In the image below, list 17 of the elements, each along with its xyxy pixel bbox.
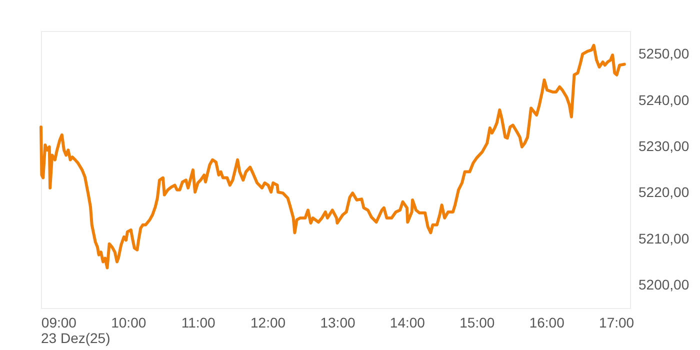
x-tick-label: 13:00 (320, 314, 356, 330)
x-tick-label: 16:00 (529, 314, 565, 330)
x-tick-label: 10:00 (111, 314, 146, 330)
y-tick-label: 5200,00 (638, 276, 690, 292)
line-series (40, 44, 626, 270)
y-tick-label: 5230,00 (638, 138, 690, 154)
text: 23 Dez(25) (41, 330, 110, 346)
x-tick-label: 15:00 (460, 314, 495, 330)
x-tick-label: 12:00 (250, 314, 286, 330)
x-tick-label: 09:00 (41, 314, 77, 330)
y-tick-label: 5220,00 (638, 184, 690, 200)
y-tick-label: 5210,00 (638, 230, 690, 246)
y-tick-label: 5240,00 (638, 92, 690, 108)
x-tick-label: 11:00 (181, 314, 216, 330)
x-tick-label: 14:00 (390, 314, 426, 330)
x-tick-label: 17:00 (599, 314, 634, 330)
y-tick-label: 5250,00 (638, 46, 690, 62)
